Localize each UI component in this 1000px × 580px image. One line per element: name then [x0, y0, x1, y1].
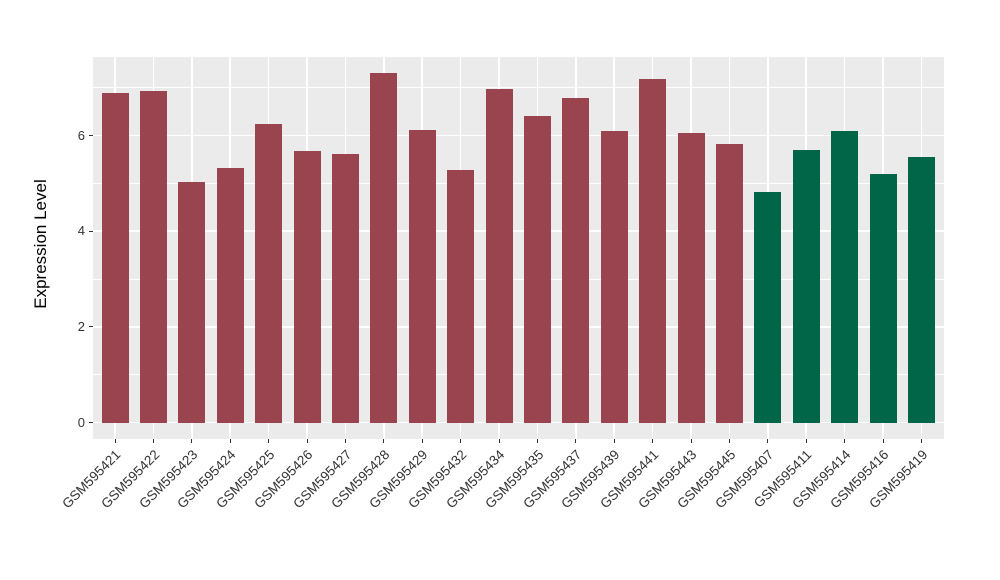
y-tick-label: 6	[77, 127, 85, 143]
bar-GSM595421	[101, 93, 129, 423]
y-tick-label: 2	[77, 318, 85, 334]
x-tick-mark	[728, 439, 730, 443]
y-tick-mark	[89, 422, 93, 424]
x-tick-mark	[882, 439, 884, 443]
bar-GSM595423	[178, 181, 206, 423]
bar-GSM595407	[754, 191, 782, 423]
bar-GSM595411	[792, 150, 820, 423]
y-tick-mark	[89, 326, 93, 328]
x-tick-mark	[575, 439, 577, 443]
x-tick-mark	[844, 439, 846, 443]
x-tick-mark	[229, 439, 231, 443]
y-axis-title-text: Expression Level	[31, 179, 50, 309]
x-tick-mark	[613, 439, 615, 443]
gridline-major	[93, 230, 944, 232]
y-tick-label: 4	[77, 223, 85, 239]
y-tick-mark	[89, 230, 93, 232]
x-tick-mark	[191, 439, 193, 443]
bar-GSM595427	[331, 154, 359, 423]
bar-GSM595439	[600, 130, 628, 423]
y-tick-label: 0	[77, 414, 85, 430]
plot-panel	[93, 57, 944, 439]
gridline-minor	[93, 87, 944, 89]
gridline-minor	[93, 374, 944, 376]
x-tick-mark	[920, 439, 922, 443]
bar-GSM595443	[677, 133, 705, 423]
x-tick-mark	[152, 439, 154, 443]
gridline-major	[93, 421, 944, 424]
bar-GSM595425	[255, 124, 283, 423]
bar-GSM595416	[869, 174, 897, 423]
x-tick-mark	[268, 439, 270, 443]
x-tick-mark	[306, 439, 308, 443]
bar-GSM595434	[485, 89, 513, 423]
bar-GSM595428	[370, 73, 398, 423]
bar-GSM595437	[562, 98, 590, 423]
bar-GSM595435	[523, 115, 551, 423]
bar-GSM595445	[715, 144, 743, 423]
x-tick-mark	[421, 439, 423, 443]
bar-GSM595441	[639, 79, 667, 423]
y-tick-mark	[89, 135, 93, 136]
x-tick-mark	[690, 439, 692, 443]
bar-GSM595414	[831, 130, 859, 423]
x-tick-mark	[767, 439, 769, 443]
gridline-minor	[93, 182, 944, 184]
gridline-minor	[93, 278, 944, 280]
x-tick-mark	[652, 439, 654, 443]
x-tick-mark	[344, 439, 346, 443]
x-tick-mark	[460, 439, 462, 443]
bar-GSM595426	[293, 150, 321, 423]
bar-GSM595429	[408, 129, 436, 423]
bar-GSM595422	[139, 90, 167, 423]
bar-GSM595424	[216, 168, 244, 423]
x-tick-mark	[114, 439, 116, 443]
gridline-major	[93, 134, 944, 137]
gridline-major	[93, 326, 944, 328]
x-tick-mark	[498, 439, 500, 443]
bar-GSM595432	[447, 169, 475, 423]
x-tick-mark	[536, 439, 538, 443]
x-tick-mark	[383, 439, 385, 443]
x-tick-mark	[805, 439, 807, 443]
bar-GSM595419	[907, 156, 935, 423]
